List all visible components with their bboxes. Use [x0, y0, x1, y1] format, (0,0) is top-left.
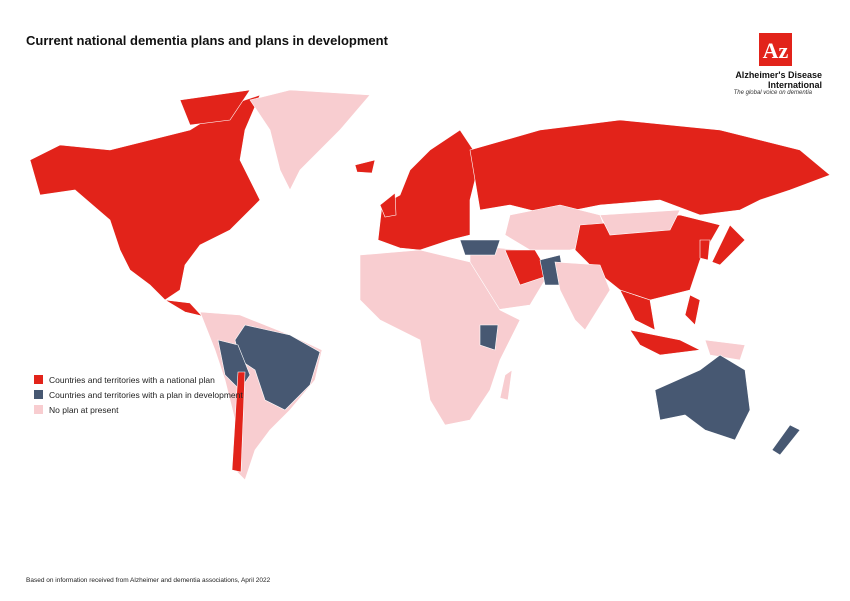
greenland [249, 89, 371, 191]
logo-mark: Az [759, 33, 792, 66]
europe [377, 129, 481, 251]
legend-label: No plan at present [49, 404, 119, 415]
north-america [29, 94, 261, 301]
legend-item: Countries and territories with a plan in… [34, 387, 243, 402]
indonesia [629, 329, 702, 356]
papua-new-guinea [704, 339, 746, 361]
legend-item: Countries and territories with a nationa… [34, 372, 243, 387]
korea [699, 239, 711, 261]
mongolia [599, 209, 681, 236]
madagascar [499, 369, 513, 401]
southeast-asia [619, 289, 656, 331]
turkey [459, 239, 501, 256]
arctic-islands [179, 89, 251, 126]
central-america [164, 299, 203, 317]
title: Current national dementia plans and plan… [26, 33, 388, 48]
logo-name: International [767, 80, 822, 90]
legend-swatch [34, 375, 43, 384]
legend-swatch [34, 390, 43, 399]
philippines [684, 294, 701, 326]
legend-item: No plan at present [34, 402, 243, 417]
legend-label: Countries and territories with a plan in… [49, 389, 243, 400]
legend-swatch [34, 405, 43, 414]
chile [231, 371, 246, 473]
footnote: Based on information received from Alzhe… [26, 577, 271, 584]
legend: Countries and territories with a nationa… [34, 372, 243, 417]
japan [711, 224, 746, 266]
africa [359, 249, 521, 426]
new-zealand [771, 424, 801, 456]
uk [379, 192, 397, 218]
russia [469, 119, 831, 216]
kenya [479, 324, 499, 351]
india [554, 261, 611, 331]
legend-label: Countries and territories with a nationa… [49, 374, 215, 385]
logo-name: Alzheimer's Disease [735, 70, 822, 80]
logo-tagline: The global voice on dementia [733, 90, 812, 96]
iceland [354, 159, 376, 174]
australia [654, 354, 751, 441]
